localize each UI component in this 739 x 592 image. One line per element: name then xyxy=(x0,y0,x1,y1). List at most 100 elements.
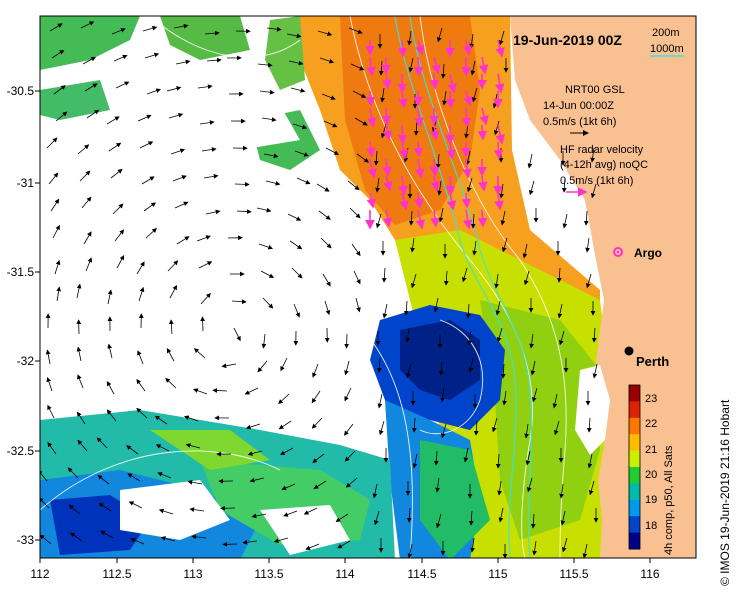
argo-marker-dot xyxy=(616,250,620,254)
velocity-arrow xyxy=(523,270,530,286)
velocity-arrow xyxy=(435,153,441,169)
contour-200m-label: 200m xyxy=(652,27,680,39)
velocity-arrow xyxy=(345,477,358,488)
y-tick-label: -32 xyxy=(17,354,35,368)
y-tick-label: -31.5 xyxy=(7,265,35,279)
y-tick-label: -31 xyxy=(17,176,35,190)
velocity-arrow xyxy=(406,507,412,523)
velocity-arrow xyxy=(281,483,296,491)
velocity-arrow xyxy=(261,333,267,349)
velocity-arrow xyxy=(112,203,124,215)
colorbar-tick: 20 xyxy=(645,469,657,481)
velocity-arrow xyxy=(46,137,58,149)
velocity-arrow xyxy=(324,300,331,316)
velocity-arrow xyxy=(582,543,588,558)
velocity-arrow xyxy=(113,54,128,62)
velocity-arrow xyxy=(158,508,174,515)
velocity-arrow xyxy=(263,153,279,159)
velocity-arrow xyxy=(495,300,501,316)
velocity-arrow xyxy=(261,117,277,122)
velocity-arrow xyxy=(378,420,385,436)
velocity-arrow xyxy=(311,390,321,404)
radar-arrow xyxy=(365,90,376,107)
velocity-arrow xyxy=(128,501,143,509)
velocity-arrow xyxy=(265,180,281,186)
velocity-arrow xyxy=(325,147,340,155)
radar-arrow xyxy=(366,141,376,158)
velocity-arrow xyxy=(76,411,86,425)
velocity-arrow xyxy=(40,469,48,482)
velocity-arrow xyxy=(157,472,172,479)
radar-arrow xyxy=(478,175,488,192)
velocity-arrow xyxy=(193,348,206,359)
velocity-arrow xyxy=(201,147,217,152)
velocity-arrow xyxy=(407,543,413,558)
velocity-arrow xyxy=(256,207,272,213)
velocity-arrow xyxy=(251,513,267,519)
velocity-arrow xyxy=(172,175,187,182)
colorbar-segment xyxy=(629,417,640,435)
velocity-arrow xyxy=(528,180,535,196)
velocity-arrow xyxy=(260,270,275,278)
velocity-arrow xyxy=(405,327,410,343)
velocity-arrow xyxy=(107,343,113,359)
velocity-arrow xyxy=(382,303,388,319)
radar-legend-line1: HF radar velocity xyxy=(560,144,644,156)
velocity-arrow xyxy=(293,303,300,318)
radar-arrow xyxy=(431,56,441,75)
radar-arrow xyxy=(494,73,505,94)
x-tick-label: 116 xyxy=(640,567,659,581)
colorbar-tick: 19 xyxy=(645,494,657,506)
velocity-arrow xyxy=(242,539,258,545)
velocity-arrow xyxy=(530,360,536,376)
velocity-arrow xyxy=(278,393,290,405)
velocity-arrow xyxy=(189,507,205,512)
velocity-arrow xyxy=(303,507,318,515)
velocity-arrow xyxy=(198,261,213,269)
colorbar-segment xyxy=(629,483,640,501)
velocity-arrow xyxy=(318,210,331,220)
velocity-arrow xyxy=(137,350,144,365)
radar-legend-line2: (4-12h avg) noQC xyxy=(560,159,648,171)
velocity-arrow xyxy=(81,196,92,209)
velocity-arrow xyxy=(67,467,79,479)
velocity-arrow xyxy=(556,267,562,283)
radar-arrow xyxy=(397,39,408,58)
velocity-arrow xyxy=(236,209,252,214)
radar-arrow xyxy=(494,192,504,211)
velocity-arrow xyxy=(440,387,445,403)
radar-arrow xyxy=(366,56,376,77)
velocity-arrow xyxy=(169,284,177,299)
colorbar-segment xyxy=(629,499,640,517)
x-tick-label: 114.5 xyxy=(407,567,436,581)
velocity-arrow xyxy=(85,257,93,272)
velocity-arrow xyxy=(106,381,115,395)
velocity-arrow xyxy=(498,30,505,46)
map-title: 19-Jun-2019 00Z xyxy=(513,32,622,48)
velocity-arrow xyxy=(560,510,566,526)
velocity-arrow xyxy=(45,349,51,365)
velocity-arrow xyxy=(316,183,330,192)
velocity-arrow xyxy=(55,111,68,122)
velocity-arrow xyxy=(557,303,563,319)
radar-arrow xyxy=(446,141,456,160)
velocity-arrow xyxy=(558,330,565,346)
velocity-arrow xyxy=(468,357,474,373)
velocity-arrow xyxy=(473,420,479,436)
velocity-arrow xyxy=(97,474,110,485)
velocity-arrow xyxy=(296,177,311,185)
velocity-arrow xyxy=(116,255,125,269)
radar-arrow xyxy=(462,39,473,56)
radar-arrow xyxy=(414,107,424,128)
velocity-arrow xyxy=(46,376,53,392)
velocity-arrow xyxy=(525,450,531,466)
velocity-arrow xyxy=(590,183,597,199)
velocity-arrow xyxy=(139,141,154,149)
velocity-arrow xyxy=(344,387,352,402)
velocity-arrow xyxy=(344,360,350,376)
radar-arrow xyxy=(429,73,440,90)
velocity-arrow xyxy=(352,90,367,98)
velocity-arrow xyxy=(559,483,564,499)
velocity-arrow xyxy=(317,30,333,37)
velocity-arrow xyxy=(76,283,82,299)
